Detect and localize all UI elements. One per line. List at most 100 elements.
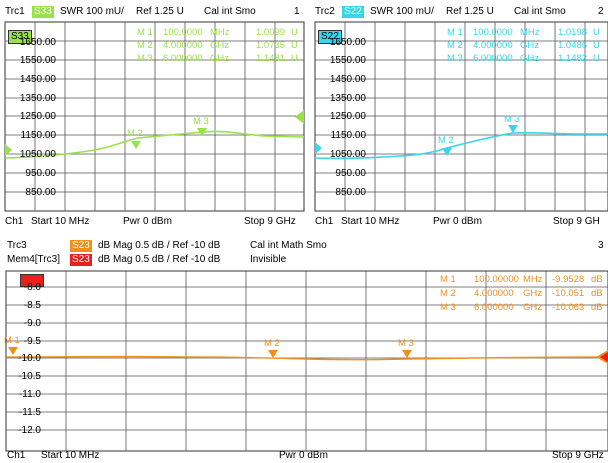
trace1-marker-unit: GHz xyxy=(210,53,229,64)
trace1-param-box: S33 xyxy=(8,30,32,44)
trace2-param-box: S22 xyxy=(318,30,342,44)
trace3-curve xyxy=(5,355,608,361)
trace1-ytick: 850.00 xyxy=(25,187,56,198)
trace3-marker-vunit: dB xyxy=(591,288,603,299)
trace3-marker-id: M 2 xyxy=(440,288,456,299)
trace1-number: 1 xyxy=(294,6,300,17)
trace2-panel[interactable]: Trc2 S22 SWR 100 mU/ Ref 1.25 U Cal int … xyxy=(310,0,608,232)
trace1-marker2-triangle xyxy=(131,141,141,149)
trace3-ytick: -11.5 xyxy=(18,407,41,418)
trace3-marker-vunit: dB xyxy=(591,302,603,313)
trace1-ytick: 1350.00 xyxy=(19,93,56,104)
trace1-marker-vunit: U xyxy=(291,53,298,64)
trace1-ytick: 950.00 xyxy=(25,168,56,179)
trace3-marker3-label: M 3 xyxy=(398,338,414,349)
memory-trace-name: Mem4[Trc3] xyxy=(7,254,60,265)
trace1-marker3-label: M 3 xyxy=(193,116,209,127)
trace2-footer-stop: Stop 9 GH xyxy=(553,216,600,227)
trace1-format: SWR 100 mU/ xyxy=(60,6,124,17)
trace3-number: 3 xyxy=(598,240,604,251)
trace2-marker-id: M 1 xyxy=(447,27,463,38)
trace1-ytick: 1550.00 xyxy=(19,55,56,66)
trace1-marker-value: 1.1481 xyxy=(256,53,286,64)
trace2-curve xyxy=(314,131,608,160)
trace2-marker-freq: 6.000000 xyxy=(473,53,513,64)
trace1-marker-unit: GHz xyxy=(210,40,229,51)
trace3-ytick: -9.0 xyxy=(23,318,41,329)
trace1-ytick: 1050.00 xyxy=(19,149,56,160)
trace3-marker1-triangle xyxy=(8,347,18,355)
trace3-grid-frame xyxy=(5,270,608,452)
trace2-ytick: 850.00 xyxy=(335,187,366,198)
trace3-param-tag[interactable]: S23 xyxy=(70,240,92,252)
trace2-marker-vunit: U xyxy=(593,53,600,64)
memory-param-tag[interactable]: S23 xyxy=(70,254,92,266)
trace3-marker2-triangle xyxy=(268,350,278,358)
trace2-footer-power: Pwr 0 dBm xyxy=(433,216,482,227)
trace3-marker-id: M 3 xyxy=(440,302,456,313)
trace1-marker-freq: 6.000000 xyxy=(163,53,203,64)
trace3-panel[interactable]: Trc3 S23 dB Mag 0.5 dB / Ref -10 dB Cal … xyxy=(0,236,608,463)
trace3-marker-freq: 4.000000 xyxy=(474,288,514,299)
trace3-footer-power: Pwr 0 dBm xyxy=(279,450,328,461)
trace2-ytick: 1050.00 xyxy=(329,149,366,160)
trace1-curve xyxy=(4,130,305,159)
trace2-ytick: 1250.00 xyxy=(329,111,366,122)
trace1-ytick: 1650.00 xyxy=(19,37,56,48)
trace3-ytick: -11.0 xyxy=(18,389,41,400)
trace1-marker-freq: 100.0000 xyxy=(163,27,203,38)
trace2-marker-vunit: U xyxy=(593,27,600,38)
trace1-ref-marker-right xyxy=(295,110,304,124)
trace3-ytick: -10.5 xyxy=(18,371,41,382)
trace2-number: 2 xyxy=(598,6,604,17)
trace3-ref-marker-right-red xyxy=(600,352,608,362)
trace3-ytick: -10.0 xyxy=(18,353,41,364)
trace1-grid xyxy=(5,22,304,211)
trace2-marker-value: 1.0198 xyxy=(558,27,588,38)
trace2-marker2-triangle xyxy=(442,148,452,156)
trace1-marker-value: 1.0099 xyxy=(256,27,286,38)
trace1-ytick: 1250.00 xyxy=(19,111,56,122)
trace1-panel[interactable]: Trc1 S33 SWR 100 mU/ Ref 1.25 U Cal int … xyxy=(0,0,305,232)
trace1-marker-id: M 3 xyxy=(137,53,153,64)
trace2-name: Trc2 xyxy=(315,6,335,17)
trace3-diagram xyxy=(5,270,608,452)
trace2-marker2-label: M 2 xyxy=(438,135,454,146)
trace1-footer-stop: Stop 9 GHz xyxy=(244,216,296,227)
trace2-ytick: 1350.00 xyxy=(329,93,366,104)
trace3-marker-id: M 1 xyxy=(440,274,456,285)
trace2-marker-freq: 4.000000 xyxy=(473,40,513,51)
trace2-marker-value: 1.0486 xyxy=(558,40,588,51)
trace3-marker-value: -10.051 xyxy=(552,288,585,299)
trace1-name: Trc1 xyxy=(5,6,25,17)
trace2-ytick: 950.00 xyxy=(335,168,366,179)
trace1-marker-unit: MHz xyxy=(210,27,230,38)
trace2-format: SWR 100 mU/ xyxy=(370,6,434,17)
trace2-cal: Cal int Smo xyxy=(514,6,566,17)
trace2-marker-id: M 2 xyxy=(447,40,463,51)
trace2-marker3-label: M 3 xyxy=(504,114,520,125)
trace2-marker-freq: 100.0000 xyxy=(473,27,513,38)
trace1-marker-vunit: U xyxy=(291,27,298,38)
trace2-ref: Ref 1.25 U xyxy=(446,6,494,17)
trace3-footer-start: Start 10 MHz xyxy=(41,450,100,461)
memory-param-box xyxy=(20,274,44,287)
trace2-grid xyxy=(315,22,608,211)
trace3-marker-unit: MHz xyxy=(523,274,543,285)
trace1-ref-marker-left xyxy=(5,144,12,156)
trace3-name: Trc3 xyxy=(7,240,27,251)
trace1-marker3-triangle xyxy=(197,128,207,136)
trace1-marker2-label: M 2 xyxy=(127,128,143,139)
trace3-footer-channel: Ch1 xyxy=(7,450,26,461)
trace2-diagram xyxy=(314,21,608,212)
trace2-marker-unit: GHz xyxy=(520,40,539,51)
trace1-param-tag[interactable]: S33 xyxy=(32,6,54,18)
trace2-ytick: 1650.00 xyxy=(329,37,366,48)
trace3-ytick: -12.0 xyxy=(18,425,41,436)
trace2-ytick: 1450.00 xyxy=(329,74,366,85)
trace3-ytick: -9.5 xyxy=(23,336,41,347)
trace3-marker-unit: GHz xyxy=(523,288,542,299)
trace1-marker-vunit: U xyxy=(291,40,298,51)
trace2-param-tag[interactable]: S22 xyxy=(342,6,364,18)
trace3-grid xyxy=(6,271,608,451)
